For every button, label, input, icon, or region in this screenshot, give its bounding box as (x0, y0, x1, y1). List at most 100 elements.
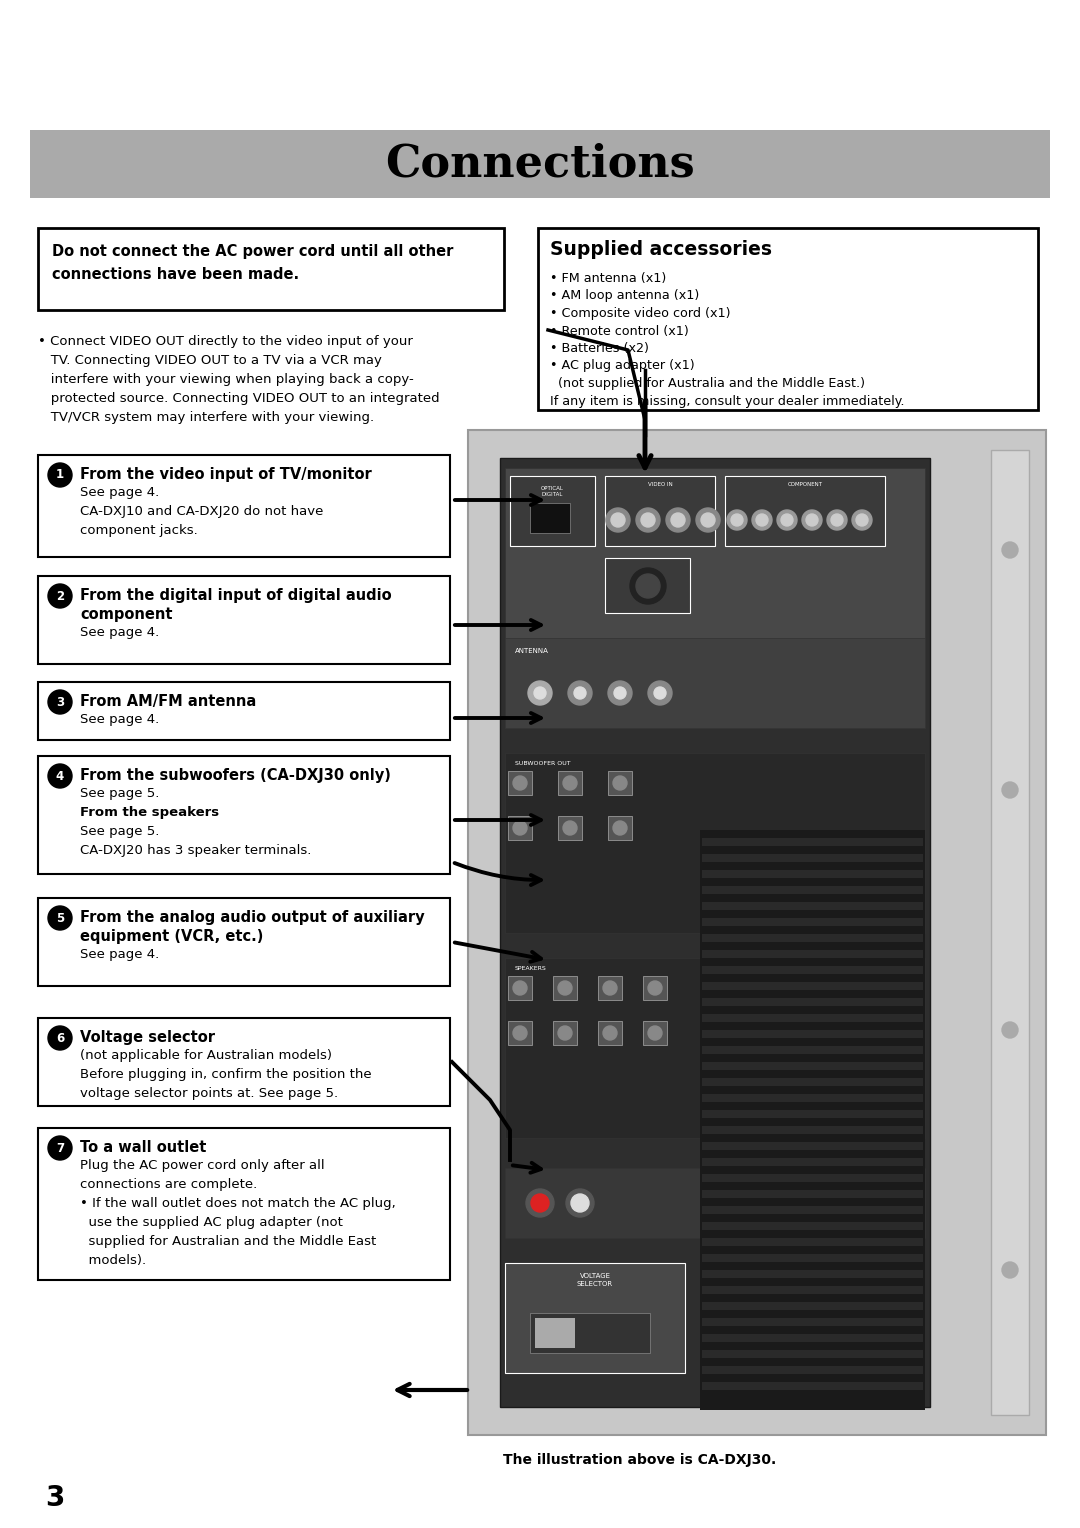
Bar (702, 1047, 923, 1054)
Bar (508, 772, 532, 795)
Text: • Connect VIDEO OUT directly to the video input of your
   TV. Connecting VIDEO : • Connect VIDEO OUT directly to the vide… (38, 335, 440, 423)
Text: From AM/FM antenna: From AM/FM antenna (80, 694, 256, 709)
Circle shape (48, 463, 72, 487)
Text: From the video input of TV/monitor: From the video input of TV/monitor (80, 468, 372, 481)
Text: CA-DXJ10 and CA-DXJ20 do not have: CA-DXJ10 and CA-DXJ20 do not have (80, 504, 323, 518)
Circle shape (671, 513, 685, 527)
Bar (702, 950, 923, 958)
Text: CA-DXJ20 has 3 speaker terminals.: CA-DXJ20 has 3 speaker terminals. (80, 843, 311, 857)
Bar (700, 1106, 920, 1118)
Text: VIDEO IN: VIDEO IN (648, 481, 673, 487)
Circle shape (603, 1025, 617, 1041)
Text: equipment (VCR, etc.): equipment (VCR, etc.) (80, 929, 264, 944)
Bar (38, 576, 450, 665)
Circle shape (513, 1025, 527, 1041)
Text: See page 4.: See page 4. (80, 947, 159, 961)
Bar (991, 451, 1029, 1415)
Bar (605, 558, 690, 613)
Bar (702, 1174, 923, 1183)
Text: 4: 4 (56, 770, 64, 782)
Bar (605, 477, 715, 545)
Text: If any item is missing, consult your dealer immediately.: If any item is missing, consult your dea… (550, 394, 905, 408)
Bar (702, 1126, 923, 1134)
Bar (702, 886, 923, 894)
Bar (598, 1021, 622, 1045)
Circle shape (1002, 782, 1018, 798)
Circle shape (852, 510, 872, 530)
Bar (38, 756, 450, 874)
Text: (not supplied for Australia and the Middle East.): (not supplied for Australia and the Midd… (550, 377, 865, 390)
Circle shape (731, 513, 743, 526)
Text: ANTENNA: ANTENNA (515, 648, 549, 654)
Circle shape (528, 681, 552, 704)
Bar (700, 931, 920, 941)
Circle shape (630, 568, 666, 604)
Bar (700, 952, 920, 964)
Bar (702, 854, 923, 862)
Circle shape (696, 507, 720, 532)
Bar (505, 958, 924, 1138)
Bar (702, 1351, 923, 1358)
Circle shape (48, 584, 72, 608)
Text: Do not connect the AC power cord until all other
connections have been made.: Do not connect the AC power cord until a… (52, 244, 454, 283)
Circle shape (563, 776, 577, 790)
Circle shape (666, 507, 690, 532)
Text: 3: 3 (45, 1484, 65, 1513)
Bar (538, 228, 1038, 410)
Bar (702, 1206, 923, 1215)
Bar (553, 1021, 577, 1045)
Bar (553, 976, 577, 999)
Circle shape (558, 1025, 572, 1041)
Circle shape (531, 1193, 549, 1212)
Bar (468, 429, 1047, 1435)
Circle shape (636, 507, 660, 532)
Circle shape (756, 513, 768, 526)
Circle shape (606, 507, 630, 532)
Bar (535, 1319, 575, 1348)
Text: COMPONENT: COMPONENT (787, 481, 823, 487)
Bar (505, 468, 924, 727)
Circle shape (48, 1135, 72, 1160)
Circle shape (571, 1193, 589, 1212)
Text: Connections: Connections (386, 142, 694, 185)
Bar (700, 1018, 920, 1030)
Bar (702, 1270, 923, 1277)
Circle shape (648, 981, 662, 995)
Bar (500, 458, 930, 1407)
Bar (702, 918, 923, 926)
Circle shape (603, 981, 617, 995)
Bar (38, 898, 450, 986)
Text: • Batteries (x2): • Batteries (x2) (550, 342, 649, 354)
Circle shape (611, 513, 625, 527)
Bar (38, 455, 450, 558)
Bar (700, 996, 920, 1008)
Bar (598, 976, 622, 999)
Bar (508, 1021, 532, 1045)
Text: (not applicable for Australian models): (not applicable for Australian models) (80, 1050, 332, 1062)
Bar (38, 1018, 450, 1106)
Bar (643, 976, 667, 999)
Circle shape (777, 510, 797, 530)
Text: • FM antenna (x1): • FM antenna (x1) (550, 272, 666, 286)
Circle shape (1002, 1262, 1018, 1277)
Text: 6: 6 (56, 1031, 64, 1045)
Bar (702, 1366, 923, 1374)
Text: 3: 3 (56, 695, 64, 709)
Circle shape (558, 981, 572, 995)
Bar (702, 1077, 923, 1086)
Bar (643, 1021, 667, 1045)
Bar (702, 1094, 923, 1102)
Circle shape (648, 1025, 662, 1041)
Bar (700, 973, 920, 986)
Circle shape (608, 681, 632, 704)
Circle shape (856, 513, 868, 526)
Circle shape (1002, 542, 1018, 558)
Circle shape (513, 821, 527, 834)
Bar (700, 908, 920, 920)
Bar (30, 130, 1050, 199)
Bar (702, 837, 923, 847)
Text: voltage selector points at. See page 5.: voltage selector points at. See page 5. (80, 1086, 338, 1100)
Text: 5: 5 (56, 912, 64, 924)
Circle shape (573, 688, 586, 698)
Bar (38, 1128, 450, 1280)
